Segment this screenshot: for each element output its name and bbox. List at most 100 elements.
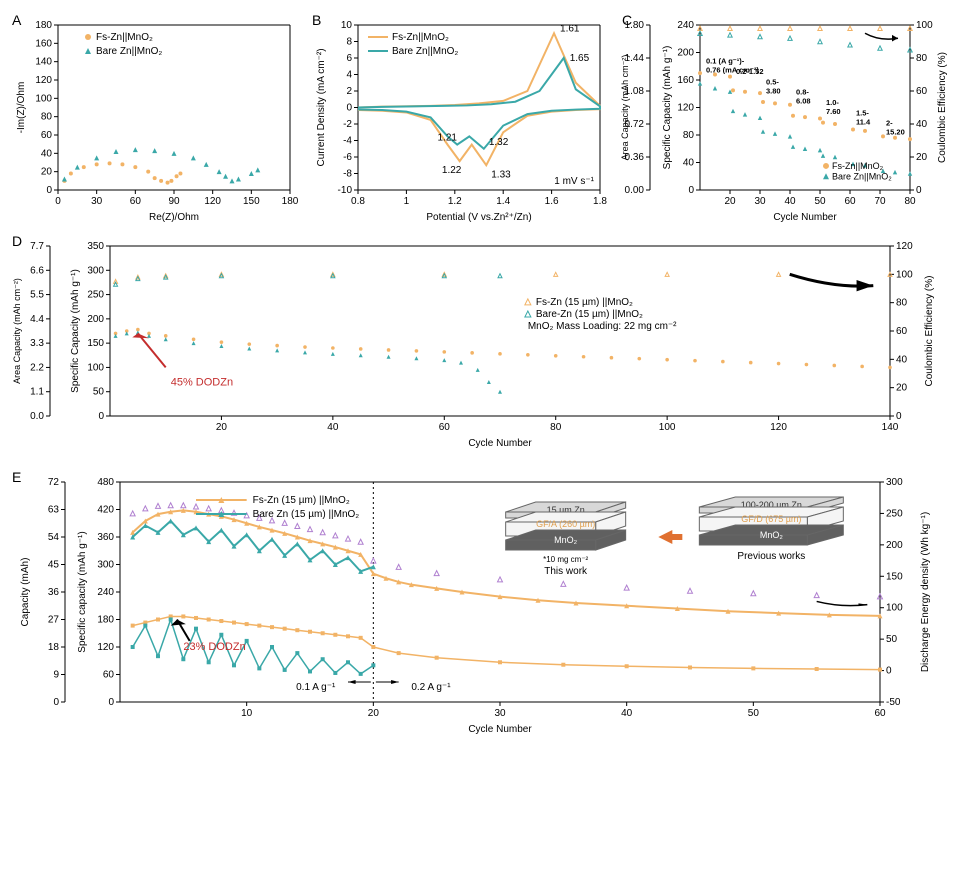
svg-text:300: 300 (886, 477, 903, 488)
panel-d-label: D (12, 233, 22, 249)
svg-text:120: 120 (204, 196, 221, 207)
svg-text:-6: -6 (343, 152, 352, 163)
svg-text:40: 40 (916, 119, 928, 130)
svg-text:Current Density (mA cm⁻²): Current Density (mA cm⁻²) (316, 48, 327, 166)
svg-text:3.80: 3.80 (766, 86, 781, 95)
svg-text:40: 40 (784, 196, 796, 207)
svg-text:120: 120 (770, 422, 787, 433)
svg-text:150: 150 (87, 338, 104, 349)
svg-text:30: 30 (91, 196, 103, 207)
svg-text:10: 10 (341, 20, 353, 31)
svg-text:100: 100 (35, 93, 52, 104)
svg-text:350: 350 (87, 241, 104, 252)
svg-text:1.33: 1.33 (491, 169, 511, 180)
svg-text:80: 80 (41, 112, 53, 123)
svg-text:120: 120 (35, 75, 52, 86)
svg-text:0: 0 (53, 697, 59, 708)
svg-text:240: 240 (97, 587, 114, 598)
svg-text:100: 100 (916, 20, 933, 31)
row-abc: A 03060901201501800204060801001201401601… (10, 10, 951, 225)
svg-text:GF/A (260 µm): GF/A (260 µm) (536, 519, 595, 529)
svg-text:300: 300 (97, 560, 114, 571)
svg-text:Cycle Number: Cycle Number (468, 724, 532, 735)
svg-text:50: 50 (748, 708, 760, 719)
svg-text:100: 100 (886, 603, 903, 614)
svg-text:180: 180 (282, 196, 299, 207)
svg-text:0: 0 (346, 103, 352, 114)
svg-text:60: 60 (844, 196, 856, 207)
svg-text:300: 300 (87, 265, 104, 276)
svg-text:Potential (V vs.Zn²⁺/Zn): Potential (V vs.Zn²⁺/Zn) (426, 212, 531, 223)
svg-text:-50: -50 (886, 697, 901, 708)
svg-text:60: 60 (41, 130, 53, 141)
svg-text:90: 90 (168, 196, 180, 207)
svg-text:250: 250 (886, 508, 903, 519)
svg-text:6: 6 (346, 53, 352, 64)
svg-text:Bare Zn||MnO₂: Bare Zn||MnO₂ (96, 46, 162, 57)
svg-text:Area Capacity (mAh cm⁻²): Area Capacity (mAh cm⁻²) (12, 278, 22, 384)
svg-text:0: 0 (688, 185, 694, 196)
svg-text:45: 45 (48, 560, 60, 571)
svg-text:2.2: 2.2 (30, 362, 44, 373)
svg-text:0.2-1.52: 0.2-1.52 (736, 67, 764, 76)
svg-text:80: 80 (550, 422, 562, 433)
panel-b: B 0.811.21.41.61.8-10-8-6-4-20246810Pote… (310, 10, 610, 225)
svg-text:This work: This work (544, 566, 588, 577)
svg-text:1.61: 1.61 (560, 23, 580, 34)
svg-text:60: 60 (896, 326, 908, 337)
svg-text:50: 50 (93, 387, 105, 398)
svg-text:11.4: 11.4 (856, 117, 871, 126)
panel-a: A 03060901201501800204060801001201401601… (10, 10, 300, 225)
svg-text:3.3: 3.3 (30, 338, 44, 349)
svg-text:7.7: 7.7 (30, 241, 44, 252)
svg-text:Fs-Zn (15 µm) ||MnO₂: Fs-Zn (15 µm) ||MnO₂ (253, 495, 350, 506)
svg-text:-8: -8 (343, 169, 352, 180)
panel-b-label: B (312, 12, 321, 28)
svg-text:Re(Z)/Ohm: Re(Z)/Ohm (149, 212, 199, 223)
svg-text:1.22: 1.22 (442, 165, 462, 176)
svg-text:36: 36 (48, 587, 60, 598)
svg-text:0: 0 (46, 185, 52, 196)
panel-e-label: E (12, 469, 21, 485)
svg-text:1.65: 1.65 (570, 53, 590, 64)
svg-text:30: 30 (754, 196, 766, 207)
svg-text:Cycle Number: Cycle Number (773, 212, 837, 223)
svg-text:150: 150 (243, 196, 260, 207)
svg-text:160: 160 (677, 75, 694, 86)
panel-d: D 20406080100120140050100150200250300350… (10, 231, 950, 461)
svg-text:100: 100 (896, 269, 913, 280)
svg-text:Fs-Zn||MnO₂: Fs-Zn||MnO₂ (392, 32, 449, 43)
panel-c-label: C (622, 12, 632, 28)
svg-text:80: 80 (916, 53, 928, 64)
svg-text:140: 140 (35, 57, 52, 68)
svg-text:2: 2 (346, 86, 352, 97)
svg-text:Coulombic Efficiency (%): Coulombic Efficiency (%) (924, 276, 935, 387)
svg-text:120: 120 (896, 241, 913, 252)
svg-text:40: 40 (621, 708, 633, 719)
svg-text:100: 100 (659, 422, 676, 433)
svg-text:Bare Zn||MnO₂: Bare Zn||MnO₂ (832, 171, 892, 181)
svg-text:Bare Zn (15 µm) ||MnO₂: Bare Zn (15 µm) ||MnO₂ (253, 509, 360, 520)
svg-text:8: 8 (346, 37, 352, 48)
svg-text:Discharge Energy density (Wh k: Discharge Energy density (Wh kg⁻¹) (920, 512, 931, 672)
svg-text:4: 4 (346, 70, 352, 81)
svg-text:1: 1 (404, 196, 410, 207)
svg-text:20: 20 (216, 422, 228, 433)
svg-text:60: 60 (130, 196, 142, 207)
svg-text:200: 200 (677, 48, 694, 59)
svg-text:360: 360 (97, 532, 114, 543)
svg-text:0: 0 (98, 411, 104, 422)
svg-text:20: 20 (41, 167, 53, 178)
svg-text:480: 480 (97, 477, 114, 488)
svg-text:Previous works: Previous works (737, 551, 805, 562)
svg-text:0.1 A g⁻¹: 0.1 A g⁻¹ (296, 682, 336, 693)
svg-text:80: 80 (904, 196, 916, 207)
svg-text:180: 180 (97, 615, 114, 626)
svg-text:18: 18 (48, 642, 60, 653)
svg-text:60: 60 (439, 422, 451, 433)
svg-text:250: 250 (87, 290, 104, 301)
svg-text:80: 80 (896, 298, 908, 309)
svg-text:7.60: 7.60 (826, 107, 841, 116)
svg-text:GF/D (675 µm): GF/D (675 µm) (741, 514, 801, 524)
svg-text:1.4: 1.4 (496, 196, 510, 207)
